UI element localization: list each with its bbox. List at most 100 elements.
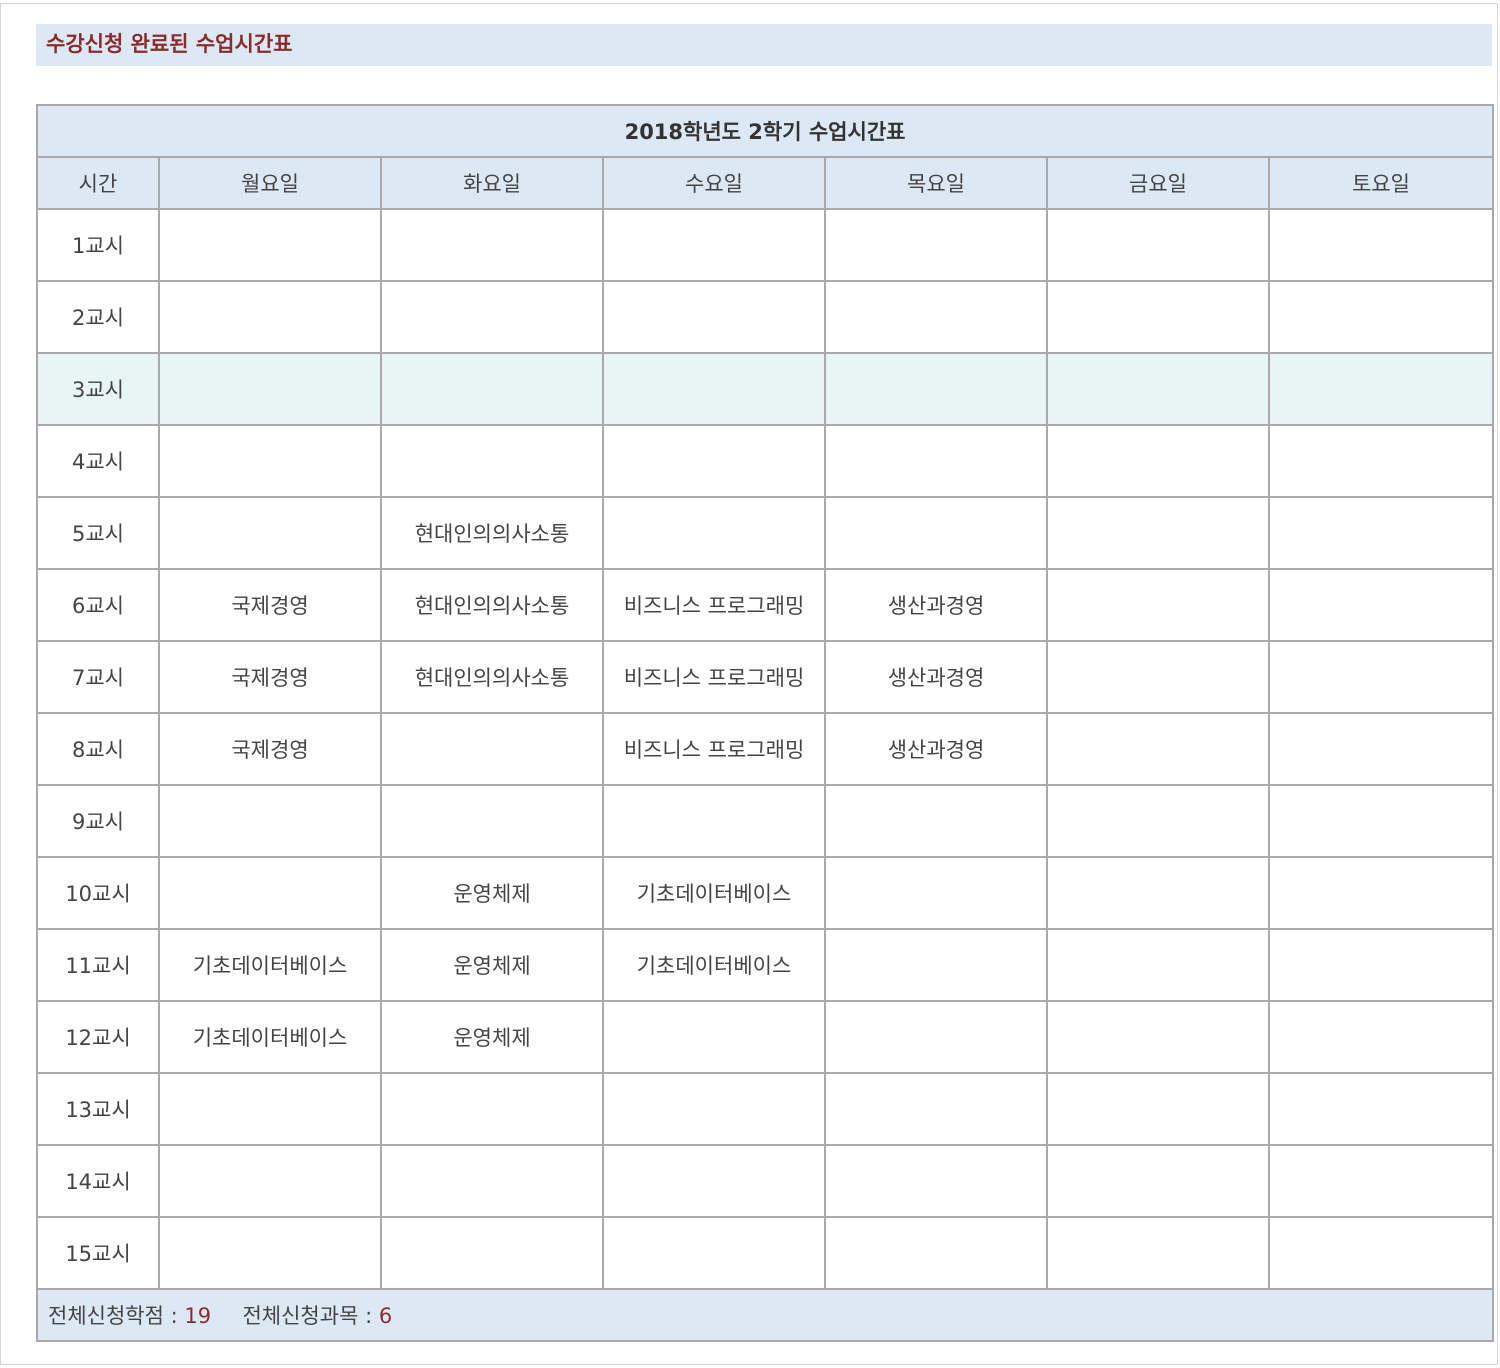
timetable-cell-thursday <box>824 1072 1048 1146</box>
table-row: 5교시 현대인의의사소통 <box>36 496 1495 570</box>
timetable-cell-thursday <box>824 1216 1048 1290</box>
timetable-cell-tuesday: 현대인의의사소통 <box>380 640 604 714</box>
period-label: 14교시 <box>36 1144 160 1218</box>
table-row: 6교시 국제경영 현대인의의사소통 비즈니스 프로그래밍 생산과경영 <box>36 568 1495 642</box>
period-label: 9교시 <box>36 784 160 858</box>
table-row: 8교시 국제경영 비즈니스 프로그래밍 생산과경영 <box>36 712 1495 786</box>
timetable-cell-tuesday: 운영체제 <box>380 928 604 1002</box>
timetable-cell-wednesday: 비즈니스 프로그래밍 <box>602 712 826 786</box>
timetable-cell-thursday: 생산과경영 <box>824 568 1048 642</box>
timetable-cell-wednesday: 기초데이터베이스 <box>602 856 826 930</box>
timetable-cell-friday <box>1046 208 1270 282</box>
table-row: 15교시 <box>36 1216 1495 1290</box>
timetable-cell-saturday <box>1267 1216 1495 1290</box>
timetable-cell-saturday <box>1267 1144 1495 1218</box>
timetable-cell-saturday <box>1267 712 1495 786</box>
timetable-cell-friday <box>1046 856 1270 930</box>
timetable-cell-wednesday <box>602 1000 826 1074</box>
timetable-cell-monday: 국제경영 <box>158 640 382 714</box>
table-row: 9교시 <box>36 784 1495 858</box>
timetable-cell-thursday <box>824 424 1048 498</box>
period-label: 5교시 <box>36 496 160 570</box>
total-courses-value: 6 <box>378 1304 393 1328</box>
table-row[interactable]: 3교시 <box>36 352 1495 426</box>
timetable-cell-friday <box>1046 1144 1270 1218</box>
period-label: 7교시 <box>36 640 160 714</box>
timetable-cell-monday: 기초데이터베이스 <box>158 1000 382 1074</box>
timetable-cell-wednesday: 비즈니스 프로그래밍 <box>602 568 826 642</box>
timetable-cell-saturday <box>1267 496 1495 570</box>
timetable-body: 1교시 2교시 3교시 4교시 5교시 현대인의의사소통 6교시 국제경영 현대인의의사소통 비즈… <box>36 208 1495 1290</box>
timetable-cell-monday <box>158 424 382 498</box>
timetable-cell-thursday <box>824 352 1048 426</box>
column-header-monday: 월요일 <box>158 156 382 210</box>
timetable-cell-saturday <box>1267 856 1495 930</box>
timetable-cell-friday <box>1046 280 1270 354</box>
totals-summary: 전체신청학점 : 19 전체신청과목 : 6 <box>35 1288 1495 1342</box>
timetable-caption: 2018학년도 2학기 수업시간표 <box>35 104 1495 158</box>
timetable-cell-friday <box>1046 784 1270 858</box>
timetable-cell-friday <box>1046 1216 1270 1290</box>
total-credits-label: 전체신청학점 : <box>48 1304 178 1328</box>
timetable-cell-monday <box>158 496 382 570</box>
timetable-cell-wednesday <box>602 1072 826 1146</box>
timetable-cell-friday <box>1046 424 1270 498</box>
period-label: 13교시 <box>36 1072 160 1146</box>
timetable-cell-thursday <box>824 208 1048 282</box>
timetable-cell-thursday <box>824 856 1048 930</box>
timetable-cell-wednesday <box>602 1216 826 1290</box>
table-row: 14교시 <box>36 1144 1495 1218</box>
timetable-cell-wednesday <box>602 208 826 282</box>
timetable-cell-monday <box>158 1144 382 1218</box>
timetable-cell-saturday <box>1267 280 1495 354</box>
table-row: 12교시 기초데이터베이스 운영체제 <box>36 1000 1495 1074</box>
timetable-cell-friday <box>1046 928 1270 1002</box>
total-courses-label: 전체신청과목 : <box>242 1304 373 1328</box>
timetable-cell-thursday: 생산과경영 <box>824 712 1048 786</box>
column-header-friday: 금요일 <box>1046 156 1270 210</box>
table-row: 7교시 국제경영 현대인의의사소통 비즈니스 프로그래밍 생산과경영 <box>36 640 1495 714</box>
timetable-cell-thursday <box>824 928 1048 1002</box>
timetable-footer-row: 전체신청학점 : 19 전체신청과목 : 6 <box>35 1288 1495 1342</box>
period-label: 1교시 <box>36 208 160 282</box>
column-header-saturday: 토요일 <box>1267 156 1495 210</box>
timetable-cell-monday <box>158 1072 382 1146</box>
timetable-cell-saturday <box>1267 1000 1495 1074</box>
timetable-cell-friday <box>1046 1072 1270 1146</box>
timetable-cell-monday <box>158 208 382 282</box>
timetable-cell-thursday <box>824 1000 1048 1074</box>
timetable-cell-thursday <box>824 280 1048 354</box>
timetable-cell-wednesday <box>602 280 826 354</box>
table-row: 11교시 기초데이터베이스 운영체제 기초데이터베이스 <box>36 928 1495 1002</box>
table-row: 4교시 <box>36 424 1495 498</box>
timetable-cell-monday <box>158 280 382 354</box>
timetable-cell-tuesday: 현대인의의사소통 <box>380 568 604 642</box>
period-label: 10교시 <box>36 856 160 930</box>
timetable-cell-tuesday <box>380 784 604 858</box>
timetable-cell-tuesday: 현대인의의사소통 <box>380 496 604 570</box>
table-row: 1교시 <box>36 208 1495 282</box>
timetable-cell-monday: 기초데이터베이스 <box>158 928 382 1002</box>
column-header-thursday: 목요일 <box>824 156 1048 210</box>
timetable-cell-friday <box>1046 1000 1270 1074</box>
timetable: 2018학년도 2학기 수업시간표 시간 월요일 화요일 수요일 목요일 금요일… <box>35 104 1495 1342</box>
timetable-cell-monday <box>158 1216 382 1290</box>
period-label: 11교시 <box>36 928 160 1002</box>
timetable-cell-wednesday <box>602 1144 826 1218</box>
timetable-cell-thursday: 생산과경영 <box>824 640 1048 714</box>
period-label: 3교시 <box>36 352 160 426</box>
column-header-wednesday: 수요일 <box>602 156 826 210</box>
timetable-cell-saturday <box>1267 640 1495 714</box>
period-label: 15교시 <box>36 1216 160 1290</box>
timetable-cell-friday <box>1046 568 1270 642</box>
timetable-cell-tuesday <box>380 424 604 498</box>
timetable-cell-wednesday <box>602 424 826 498</box>
timetable-cell-tuesday: 운영체제 <box>380 856 604 930</box>
content-frame <box>0 3 1498 1365</box>
timetable-cell-saturday <box>1267 1072 1495 1146</box>
timetable-cell-tuesday <box>380 280 604 354</box>
timetable-cell-monday: 국제경영 <box>158 712 382 786</box>
timetable-cell-saturday <box>1267 352 1495 426</box>
timetable-cell-tuesday <box>380 208 604 282</box>
timetable-cell-monday <box>158 352 382 426</box>
